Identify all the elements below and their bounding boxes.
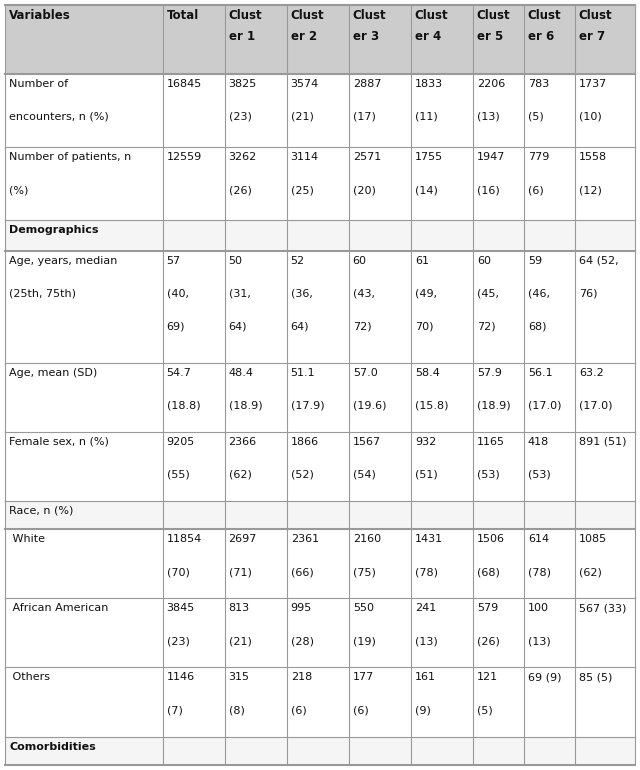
Text: 1947

(16): 1947 (16) [477,152,505,195]
Text: Clust
er 3: Clust er 3 [353,9,387,43]
Text: Age, years, median

(25th, 75th): Age, years, median (25th, 75th) [9,256,117,299]
Text: 2571

(20): 2571 (20) [353,152,381,195]
Text: Clust
er 2: Clust er 2 [291,9,324,43]
Text: 56.1

(17.0): 56.1 (17.0) [528,367,561,410]
Text: 614

(78): 614 (78) [528,534,551,577]
Text: 60

(45,

72): 60 (45, 72) [477,256,499,331]
Text: 12559: 12559 [166,152,202,162]
Bar [5,500,635,529]
Text: 2206

(13): 2206 (13) [477,79,505,122]
Text: 69 (9): 69 (9) [528,672,561,682]
Bar [5,598,635,668]
Text: Variables: Variables [9,9,71,22]
Bar [5,668,635,737]
Bar [5,74,635,147]
Text: 61

(49,

70): 61 (49, 70) [415,256,437,331]
Text: 50

(31,

64): 50 (31, 64) [228,256,250,331]
Text: 1146

(7): 1146 (7) [166,672,195,715]
Text: 241

(13): 241 (13) [415,604,438,646]
Text: 3825

(23): 3825 (23) [228,79,257,122]
Text: Demographics: Demographics [9,226,99,236]
Text: 2366

(62): 2366 (62) [228,437,257,480]
Text: 932

(51): 932 (51) [415,437,438,480]
Text: 121

(5): 121 (5) [477,672,498,715]
Text: Clust
er 5: Clust er 5 [477,9,511,43]
Text: Total: Total [166,9,199,22]
Text: Number of

encounters, n (%): Number of encounters, n (%) [9,79,109,122]
Bar [5,529,635,598]
Text: Female sex, n (%): Female sex, n (%) [9,437,109,447]
Text: 1755

(14): 1755 (14) [415,152,443,195]
Text: Race, n (%): Race, n (%) [9,506,74,516]
Text: Clust
er 1: Clust er 1 [228,9,262,43]
Text: 3114

(25): 3114 (25) [291,152,319,195]
Text: Clust
er 4: Clust er 4 [415,9,449,43]
Text: 550

(19): 550 (19) [353,604,376,646]
Text: 16845: 16845 [166,79,202,89]
Text: 1567

(54): 1567 (54) [353,437,381,480]
Text: 783

(5): 783 (5) [528,79,549,122]
Text: 9205

(55): 9205 (55) [166,437,195,480]
Bar [5,5,635,74]
Text: 1558

(12): 1558 (12) [579,152,607,195]
Text: 779

(6): 779 (6) [528,152,549,195]
Text: 58.4

(15.8): 58.4 (15.8) [415,367,448,410]
Bar [5,737,635,765]
Bar [5,220,635,251]
Text: 11854

(70): 11854 (70) [166,534,202,577]
Text: 54.7

(18.8): 54.7 (18.8) [166,367,200,410]
Text: 3845

(23): 3845 (23) [166,604,195,646]
Text: Age, mean (SD): Age, mean (SD) [9,367,97,377]
Text: 64 (52,

76): 64 (52, 76) [579,256,618,299]
Text: 579

(26): 579 (26) [477,604,500,646]
Text: 418

(53): 418 (53) [528,437,550,480]
Text: 48.4

(18.9): 48.4 (18.9) [228,367,262,410]
Text: Others: Others [9,672,50,682]
Text: 161

(9): 161 (9) [415,672,436,715]
Text: 57.0

(19.6): 57.0 (19.6) [353,367,386,410]
Text: 177

(6): 177 (6) [353,672,374,715]
Bar [5,432,635,500]
Text: 3574

(21): 3574 (21) [291,79,319,122]
Text: 218

(6): 218 (6) [291,672,312,715]
Bar [5,251,635,363]
Text: 52

(36,

64): 52 (36, 64) [291,256,312,331]
Text: 59

(46,

68): 59 (46, 68) [528,256,550,331]
Text: 1833

(11): 1833 (11) [415,79,443,122]
Text: African American: African American [9,604,108,614]
Text: 315

(8): 315 (8) [228,672,250,715]
Text: 100

(13): 100 (13) [528,604,550,646]
Text: Comorbidities: Comorbidities [9,742,96,752]
Text: 63.2

(17.0): 63.2 (17.0) [579,367,612,410]
Text: 1866

(52): 1866 (52) [291,437,319,480]
Text: 1737

(10): 1737 (10) [579,79,607,122]
Text: 891 (51): 891 (51) [579,437,627,447]
Text: 2697

(71): 2697 (71) [228,534,257,577]
Text: White: White [9,534,45,544]
Text: 1506

(68): 1506 (68) [477,534,505,577]
Text: Clust
er 6: Clust er 6 [528,9,561,43]
Text: 2160

(75): 2160 (75) [353,534,381,577]
Text: 2361

(66): 2361 (66) [291,534,319,577]
Text: 85 (5): 85 (5) [579,672,612,682]
Bar [5,363,635,432]
Text: 1431

(78): 1431 (78) [415,534,443,577]
Text: 1165

(53): 1165 (53) [477,437,505,480]
Text: Clust
er 7: Clust er 7 [579,9,612,43]
Text: 60

(43,

72): 60 (43, 72) [353,256,375,331]
Text: 1085

(62): 1085 (62) [579,534,607,577]
Text: 567 (33): 567 (33) [579,604,626,614]
Text: 57.9

(18.9): 57.9 (18.9) [477,367,511,410]
Text: Number of patients, n

(%): Number of patients, n (%) [9,152,131,195]
Bar [5,147,635,220]
Text: 3262

(26): 3262 (26) [228,152,257,195]
Text: 2887

(17): 2887 (17) [353,79,381,122]
Text: 813

(21): 813 (21) [228,604,252,646]
Text: 57

(40,

69): 57 (40, 69) [166,256,189,331]
Text: 51.1

(17.9): 51.1 (17.9) [291,367,324,410]
Text: 995

(28): 995 (28) [291,604,314,646]
